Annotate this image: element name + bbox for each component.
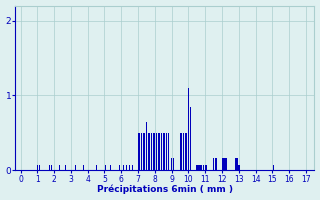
Bar bbox=[166, 133, 167, 170]
Bar bbox=[164, 133, 165, 170]
Bar bbox=[119, 165, 120, 170]
Bar bbox=[139, 133, 140, 170]
Bar bbox=[183, 133, 184, 170]
Bar bbox=[197, 165, 198, 170]
Bar bbox=[129, 165, 130, 170]
Bar bbox=[223, 158, 224, 170]
Bar bbox=[96, 165, 97, 170]
Bar bbox=[65, 165, 66, 170]
Bar bbox=[236, 158, 237, 170]
Bar bbox=[206, 165, 207, 170]
Bar bbox=[273, 165, 274, 170]
Bar bbox=[141, 133, 142, 170]
Bar bbox=[200, 165, 201, 170]
Bar bbox=[105, 165, 106, 170]
Bar bbox=[173, 158, 174, 170]
Bar bbox=[151, 133, 152, 170]
Bar bbox=[146, 122, 147, 170]
Bar bbox=[203, 165, 204, 170]
Bar bbox=[37, 165, 38, 170]
Bar bbox=[132, 165, 133, 170]
Bar bbox=[144, 133, 145, 170]
Bar bbox=[226, 158, 227, 170]
Bar bbox=[237, 158, 238, 170]
Bar bbox=[161, 133, 162, 170]
Bar bbox=[163, 133, 164, 170]
Bar bbox=[239, 165, 240, 170]
Bar bbox=[216, 158, 217, 170]
Bar bbox=[222, 158, 223, 170]
Bar bbox=[181, 133, 182, 170]
Bar bbox=[185, 133, 186, 170]
Bar bbox=[156, 133, 157, 170]
Bar bbox=[126, 165, 127, 170]
Bar bbox=[159, 133, 160, 170]
X-axis label: Précipitations 6min ( mm ): Précipitations 6min ( mm ) bbox=[97, 185, 233, 194]
Bar bbox=[224, 158, 225, 170]
Bar bbox=[110, 165, 111, 170]
Bar bbox=[225, 158, 226, 170]
Bar bbox=[186, 133, 187, 170]
Bar bbox=[213, 158, 214, 170]
Bar bbox=[196, 165, 197, 170]
Bar bbox=[59, 165, 60, 170]
Bar bbox=[83, 165, 84, 170]
Bar bbox=[238, 165, 239, 170]
Bar bbox=[171, 158, 172, 170]
Bar bbox=[237, 158, 238, 170]
Bar bbox=[138, 133, 139, 170]
Bar bbox=[168, 133, 169, 170]
Bar bbox=[199, 165, 200, 170]
Bar bbox=[143, 133, 144, 170]
Bar bbox=[149, 133, 150, 170]
Bar bbox=[158, 133, 159, 170]
Bar bbox=[217, 158, 218, 170]
Bar bbox=[39, 165, 40, 170]
Bar bbox=[235, 158, 236, 170]
Bar bbox=[215, 158, 216, 170]
Bar bbox=[123, 165, 124, 170]
Bar bbox=[51, 165, 52, 170]
Bar bbox=[153, 133, 154, 170]
Bar bbox=[190, 107, 191, 170]
Bar bbox=[198, 165, 199, 170]
Bar bbox=[205, 165, 206, 170]
Bar bbox=[188, 88, 189, 170]
Bar bbox=[49, 165, 50, 170]
